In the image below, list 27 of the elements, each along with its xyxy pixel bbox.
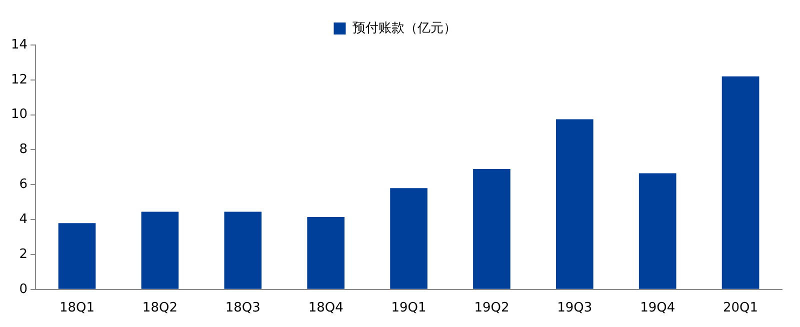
bar [58,223,96,289]
legend-label: 预付账款（亿元） [352,20,456,36]
bar [638,173,676,289]
y-tick-label: 0 [19,282,28,297]
bar [141,212,179,289]
bar [390,188,428,289]
x-tick-label: 18Q3 [225,300,260,316]
x-tick-label: 18Q1 [59,300,95,316]
x-tick-label: 19Q3 [557,300,592,316]
bar [556,119,594,289]
y-tick-label: 6 [19,177,28,192]
y-tick-label: 2 [19,246,28,262]
x-tick-label: 18Q4 [308,300,344,316]
bar [722,76,760,289]
bar [224,212,262,289]
x-tick-label: 19Q4 [640,300,676,316]
x-tick-label: 20Q1 [723,300,758,316]
bar [473,168,510,289]
y-tick-label: 10 [10,107,28,122]
y-tick-label: 8 [19,142,28,158]
x-tick-label: 19Q2 [474,300,510,316]
x-tick-label: 18Q2 [142,300,178,316]
x-tick-label: 19Q1 [391,300,426,316]
y-tick-label: 12 [10,72,28,88]
y-tick-label: 14 [10,37,28,52]
bar [307,216,344,289]
y-tick-label: 4 [19,212,28,227]
